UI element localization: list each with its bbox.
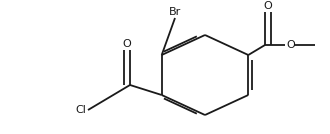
Text: O: O xyxy=(286,40,295,50)
Text: Br: Br xyxy=(169,7,181,17)
Text: O: O xyxy=(123,39,131,49)
Text: O: O xyxy=(264,1,272,11)
Text: Cl: Cl xyxy=(76,105,86,115)
